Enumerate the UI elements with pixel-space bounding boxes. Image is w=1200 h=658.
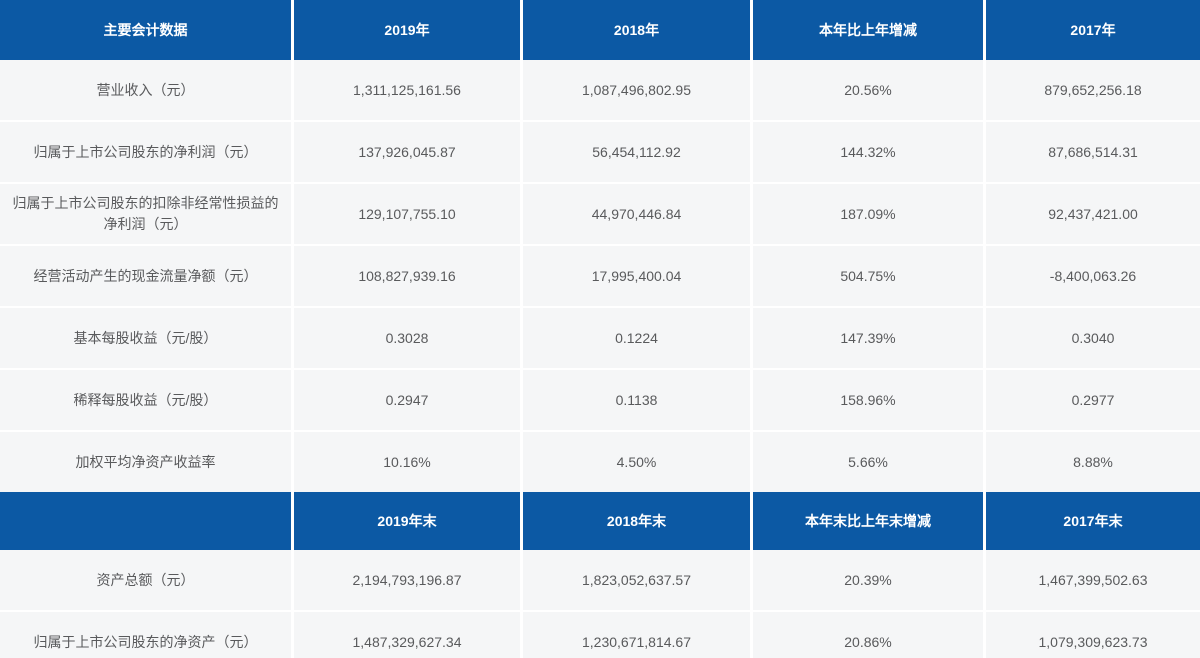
header-2019: 2019年 xyxy=(291,0,520,60)
header-end-yoy-change: 本年末比上年末增减 xyxy=(750,492,983,550)
value-cell: 1,487,329,627.34 xyxy=(291,610,520,658)
value-cell: 5.66% xyxy=(750,430,983,492)
value-cell: 87,686,514.31 xyxy=(983,120,1200,182)
value-cell: 92,437,421.00 xyxy=(983,182,1200,244)
value-cell: -8,400,063.26 xyxy=(983,244,1200,306)
row-label: 归属于上市公司股东的扣除非经常性损益的净利润（元） xyxy=(0,182,291,244)
value-cell: 4.50% xyxy=(520,430,750,492)
value-cell: 187.09% xyxy=(750,182,983,244)
value-cell: 147.39% xyxy=(750,306,983,368)
value-cell: 0.3040 xyxy=(983,306,1200,368)
table-row-operating-cash-flow: 经营活动产生的现金流量净额（元） 108,827,939.16 17,995,4… xyxy=(0,244,1200,306)
value-cell: 20.56% xyxy=(750,60,983,120)
table-row-basic-eps: 基本每股收益（元/股） 0.3028 0.1224 147.39% 0.3040 xyxy=(0,306,1200,368)
row-label: 加权平均净资产收益率 xyxy=(0,430,291,492)
table-row-net-profit: 归属于上市公司股东的净利润（元） 137,926,045.87 56,454,1… xyxy=(0,120,1200,182)
table-row-net-profit-deducted: 归属于上市公司股东的扣除非经常性损益的净利润（元） 129,107,755.10… xyxy=(0,182,1200,244)
header-empty xyxy=(0,492,291,550)
value-cell: 10.16% xyxy=(291,430,520,492)
value-cell: 1,087,496,802.95 xyxy=(520,60,750,120)
value-cell: 1,311,125,161.56 xyxy=(291,60,520,120)
table-row-operating-revenue: 营业收入（元） 1,311,125,161.56 1,087,496,802.9… xyxy=(0,60,1200,120)
header-2017: 2017年 xyxy=(983,0,1200,60)
value-cell: 8.88% xyxy=(983,430,1200,492)
value-cell: 0.2977 xyxy=(983,368,1200,430)
value-cell: 129,107,755.10 xyxy=(291,182,520,244)
value-cell: 20.86% xyxy=(750,610,983,658)
header-2018: 2018年 xyxy=(520,0,750,60)
value-cell: 0.1224 xyxy=(520,306,750,368)
value-cell: 0.3028 xyxy=(291,306,520,368)
table-row-diluted-eps: 稀释每股收益（元/股） 0.2947 0.1138 158.96% 0.2977 xyxy=(0,368,1200,430)
header-2017-end: 2017年末 xyxy=(983,492,1200,550)
value-cell: 1,230,671,814.67 xyxy=(520,610,750,658)
annual-header-row: 主要会计数据 2019年 2018年 本年比上年增减 2017年 xyxy=(0,0,1200,60)
value-cell: 504.75% xyxy=(750,244,983,306)
value-cell: 1,079,309,623.73 xyxy=(983,610,1200,658)
row-label: 归属于上市公司股东的净资产（元） xyxy=(0,610,291,658)
row-label: 归属于上市公司股东的净利润（元） xyxy=(0,120,291,182)
value-cell: 20.39% xyxy=(750,550,983,610)
row-label: 稀释每股收益（元/股） xyxy=(0,368,291,430)
row-label: 经营活动产生的现金流量净额（元） xyxy=(0,244,291,306)
row-label: 营业收入（元） xyxy=(0,60,291,120)
value-cell: 158.96% xyxy=(750,368,983,430)
header-2019-end: 2019年末 xyxy=(291,492,520,550)
table-row-weighted-avg-roe: 加权平均净资产收益率 10.16% 4.50% 5.66% 8.88% xyxy=(0,430,1200,492)
value-cell: 0.2947 xyxy=(291,368,520,430)
header-main-accounting-data: 主要会计数据 xyxy=(0,0,291,60)
value-cell: 44,970,446.84 xyxy=(520,182,750,244)
value-cell: 144.32% xyxy=(750,120,983,182)
value-cell: 137,926,045.87 xyxy=(291,120,520,182)
value-cell: 108,827,939.16 xyxy=(291,244,520,306)
table-row-total-assets: 资产总额（元） 2,194,793,196.87 1,823,052,637.5… xyxy=(0,550,1200,610)
value-cell: 2,194,793,196.87 xyxy=(291,550,520,610)
row-label: 资产总额（元） xyxy=(0,550,291,610)
row-label: 基本每股收益（元/股） xyxy=(0,306,291,368)
header-yoy-change: 本年比上年增减 xyxy=(750,0,983,60)
value-cell: 56,454,112.92 xyxy=(520,120,750,182)
period-end-header-row: 2019年末 2018年末 本年末比上年末增减 2017年末 xyxy=(0,492,1200,550)
value-cell: 879,652,256.18 xyxy=(983,60,1200,120)
header-2018-end: 2018年末 xyxy=(520,492,750,550)
value-cell: 1,823,052,637.57 xyxy=(520,550,750,610)
value-cell: 17,995,400.04 xyxy=(520,244,750,306)
value-cell: 0.1138 xyxy=(520,368,750,430)
table-row-net-assets: 归属于上市公司股东的净资产（元） 1,487,329,627.34 1,230,… xyxy=(0,610,1200,658)
value-cell: 1,467,399,502.63 xyxy=(983,550,1200,610)
